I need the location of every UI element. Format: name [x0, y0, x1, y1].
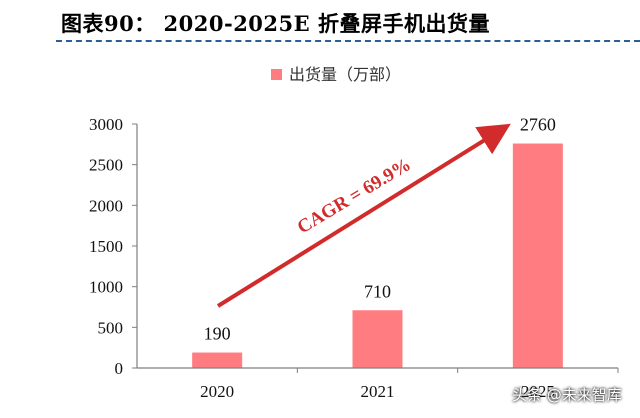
y-axis-ticks: 0 500 1000 1500 2000 2500 3000: [89, 115, 137, 378]
bar-2020: [192, 352, 243, 368]
data-label-2025: 2760: [520, 115, 556, 135]
y-tick-label: 1000: [89, 278, 123, 297]
bar-2021: [352, 310, 403, 368]
figure-title: 图表90： 2020-2025E 折叠屏手机出货量: [61, 11, 490, 36]
bars: [192, 143, 563, 368]
y-tick-label: 1500: [89, 237, 123, 256]
x-tick-label: 2025: [521, 382, 555, 401]
x-axis-labels: 2020 2021 2025: [200, 368, 619, 401]
data-label-2020: 190: [204, 324, 231, 344]
data-labels: 190 710 2760: [204, 115, 556, 344]
legend-swatch: [271, 69, 282, 80]
y-tick-label: 2000: [89, 196, 123, 215]
data-label-2021: 710: [364, 281, 391, 301]
cagr-arrow: [216, 123, 511, 308]
title-divider: [56, 40, 640, 42]
y-tick-label: 0: [115, 359, 124, 378]
x-tick-label: 2021: [361, 382, 395, 401]
bar-2025: [512, 143, 563, 368]
watermark-text: 头条 @未来智库: [512, 386, 622, 404]
legend-label: 出货量（万部）: [289, 65, 401, 84]
chart-legend: 出货量（万部）: [271, 65, 401, 84]
y-tick-label: 2500: [89, 156, 123, 175]
x-tick-label: 2020: [200, 382, 234, 401]
y-tick-label: 500: [98, 318, 124, 337]
y-tick-label: 3000: [89, 115, 123, 134]
